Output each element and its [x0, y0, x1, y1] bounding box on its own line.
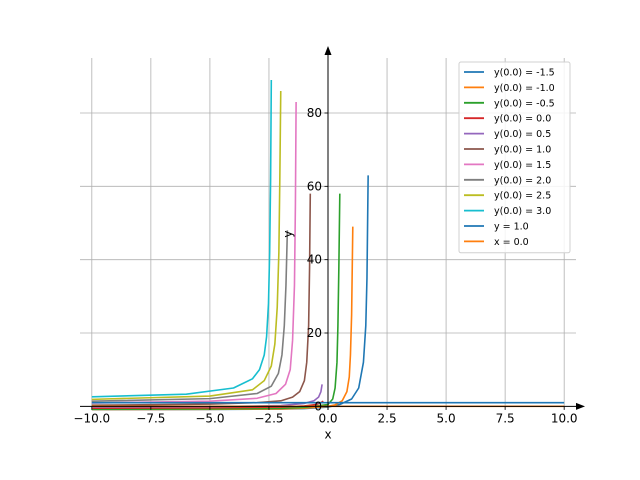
x-tick-label: 7.5 — [496, 411, 515, 425]
series-line — [91, 230, 289, 402]
x-tick-label: −2.5 — [254, 411, 283, 425]
legend-label: y(0.0) = 3.0 — [494, 206, 551, 217]
series-line — [91, 101, 297, 404]
legend-label: x = 0.0 — [494, 237, 529, 248]
legend-label: y(0.0) = 1.0 — [494, 145, 551, 156]
y-tick-label: 20 — [307, 326, 322, 340]
x-tick-label: 0.0 — [318, 411, 337, 425]
series-line — [91, 90, 282, 401]
legend: y(0.0) = -1.5 y(0.0) = -1.0 y(0.0) = -0.5 y… — [458, 61, 571, 254]
series-line — [91, 193, 341, 411]
series-line — [91, 79, 273, 398]
axes — [80, 46, 585, 410]
x-tick-label: −7.5 — [136, 411, 165, 425]
legend-box — [458, 61, 571, 254]
legend-label: y(0.0) = -1.0 — [494, 83, 555, 94]
legend-label: y(0.0) = 0.0 — [494, 114, 551, 125]
y-tick-label: 40 — [307, 253, 322, 267]
x-tick-label: 2.5 — [378, 411, 397, 425]
ticks: −10.0 −7.5 −5.0 −2.5 0.0 2.5 5.0 7.5 10.0 0 20 40 60… — [73, 106, 577, 425]
legend-label: y(0.0) = 1.5 — [494, 160, 551, 171]
series-line — [91, 175, 369, 411]
x-tick-label: −10.0 — [73, 411, 110, 425]
y-tick-label: 80 — [307, 106, 322, 120]
x-tick-label: −5.0 — [195, 411, 224, 425]
y-tick-label: 0 — [314, 399, 322, 413]
x-axis-arrow — [576, 402, 585, 410]
legend-label: y(0.0) = 2.5 — [494, 191, 551, 202]
x-tick-label: 5.0 — [437, 411, 456, 425]
y-axis-arrow — [324, 46, 332, 55]
legend-label: y(0.0) = 2.0 — [494, 175, 551, 186]
legend-label: y(0.0) = -0.5 — [494, 98, 555, 109]
y-axis-label: y — [281, 230, 295, 237]
legend-label: y = 1.0 — [494, 222, 529, 233]
x-tick-label: 10.0 — [551, 411, 578, 425]
y-tick-label: 60 — [307, 179, 322, 193]
legend-label: y(0.0) = 0.5 — [494, 129, 551, 140]
legend-label: y(0.0) = -1.5 — [494, 68, 555, 79]
x-axis-label: x — [324, 427, 331, 441]
